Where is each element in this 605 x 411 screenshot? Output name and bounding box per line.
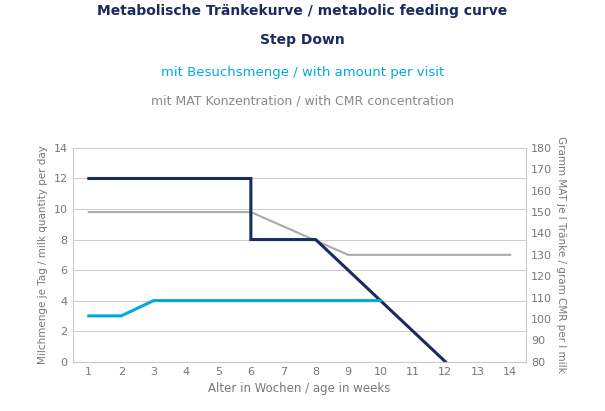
Text: Metabolische Tränkekurve / metabolic feeding curve: Metabolische Tränkekurve / metabolic fee… bbox=[97, 4, 508, 18]
Text: Step Down: Step Down bbox=[260, 33, 345, 47]
Text: mit Besuchsmenge / with amount per visit: mit Besuchsmenge / with amount per visit bbox=[161, 66, 444, 79]
Text: mit MAT Konzentration / with CMR concentration: mit MAT Konzentration / with CMR concent… bbox=[151, 95, 454, 108]
X-axis label: Alter in Wochen / age in weeks: Alter in Wochen / age in weeks bbox=[208, 382, 391, 395]
Y-axis label: Milchmenge je Tag / milk quantity per day: Milchmenge je Tag / milk quantity per da… bbox=[38, 145, 48, 364]
Y-axis label: Gramm MAT je l Tränke / gram CMR per l milk: Gramm MAT je l Tränke / gram CMR per l m… bbox=[556, 136, 566, 373]
